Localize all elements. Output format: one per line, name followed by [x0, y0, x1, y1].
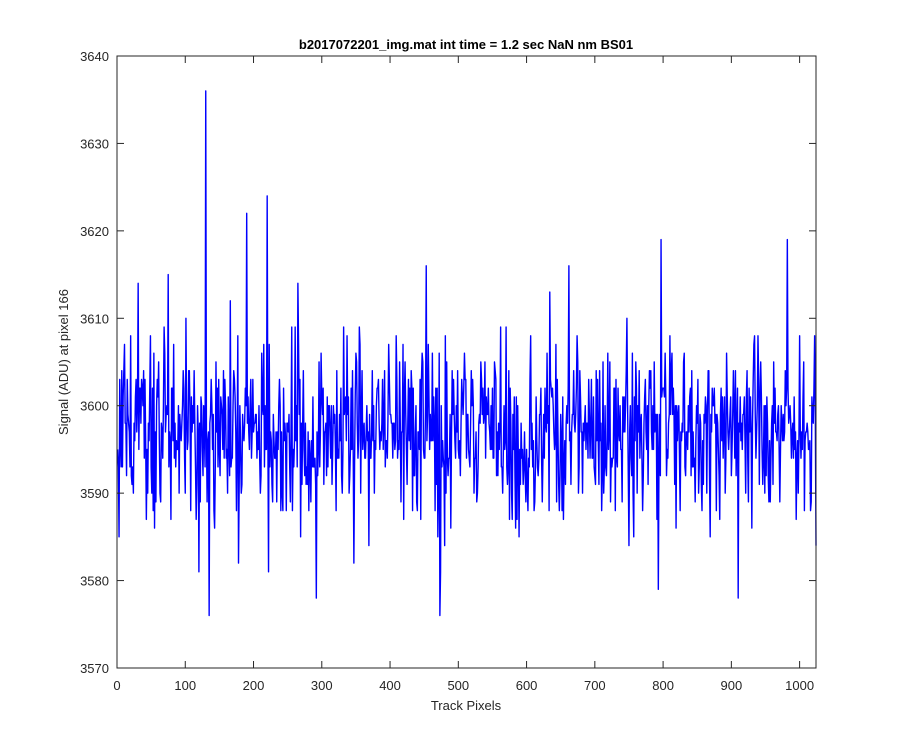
- x-tick-label: 500: [447, 678, 469, 693]
- x-tick-label: 600: [516, 678, 538, 693]
- y-tick-label: 3610: [80, 311, 109, 326]
- y-axis: 3570 3580 3590 3600 3610 3620 3630 3640: [80, 49, 816, 676]
- x-tick-label: 1000: [785, 678, 814, 693]
- x-tick-label: 0: [113, 678, 120, 693]
- y-tick-label: 3590: [80, 486, 109, 501]
- x-tick-label: 800: [652, 678, 674, 693]
- x-tick-label: 300: [311, 678, 333, 693]
- y-tick-label: 3640: [80, 49, 109, 64]
- x-tick-label: 200: [243, 678, 265, 693]
- series-layer: [116, 90, 817, 617]
- x-tick-label: 100: [174, 678, 196, 693]
- x-tick-label: 900: [721, 678, 743, 693]
- chart-title: b2017072201_img.mat int time = 1.2 sec N…: [299, 37, 633, 52]
- y-tick-label: 3570: [80, 661, 109, 676]
- x-axis: 0 100 200 300 400 500 600 700 800 900 1000: [113, 56, 814, 693]
- signal-series-line: [116, 90, 817, 617]
- x-tick-label: 700: [584, 678, 606, 693]
- y-tick-label: 3580: [80, 574, 109, 589]
- y-axis-label: Signal (ADU) at pixel 166: [56, 289, 71, 435]
- y-tick-label: 3630: [80, 136, 109, 151]
- x-tick-label: 400: [379, 678, 401, 693]
- x-axis-label: Track Pixels: [431, 698, 502, 713]
- y-tick-label: 3600: [80, 399, 109, 414]
- y-tick-label: 3620: [80, 224, 109, 239]
- axes-box: [116, 55, 817, 669]
- axes-background: [117, 56, 816, 668]
